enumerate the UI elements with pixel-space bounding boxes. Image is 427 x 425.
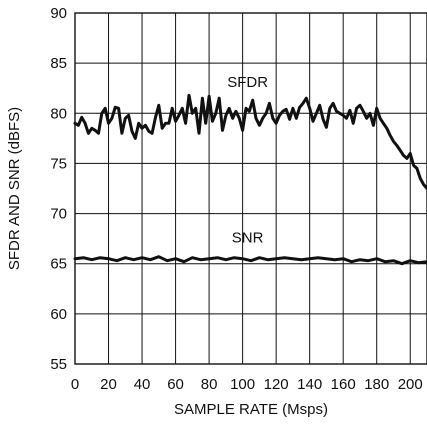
y-tick-label: 80 bbox=[50, 105, 67, 122]
x-tick-labels: 0 20 40 60 80 100 120 140 160 180 200 bbox=[71, 376, 423, 393]
series-label-sfdr: SFDR bbox=[227, 74, 268, 91]
y-tick-label: 55 bbox=[50, 356, 67, 373]
y-tick-label: 75 bbox=[50, 155, 67, 172]
y-tick-label: 90 bbox=[50, 5, 67, 22]
x-tick-label: 40 bbox=[134, 376, 151, 393]
y-tick-label: 60 bbox=[50, 306, 67, 323]
series-line-snr bbox=[73, 255, 427, 266]
x-tick-label: 0 bbox=[71, 376, 79, 393]
x-tick-label: 180 bbox=[364, 376, 389, 393]
series-group bbox=[73, 93, 427, 266]
x-tick-label: 200 bbox=[398, 376, 423, 393]
x-tick-label: 160 bbox=[331, 376, 356, 393]
x-axis-title: SAMPLE RATE (Msps) bbox=[174, 401, 328, 418]
x-tick-label: 120 bbox=[264, 376, 289, 393]
x-tick-label: 20 bbox=[100, 376, 117, 393]
x-tick-label: 100 bbox=[230, 376, 255, 393]
y-axis-title: SFDR AND SNR (dBFS) bbox=[6, 107, 23, 270]
series-annotations: SFDR SNR bbox=[227, 74, 268, 246]
y-tick-label: 65 bbox=[50, 256, 67, 273]
x-tick-label: 60 bbox=[167, 376, 184, 393]
y-tick-label: 85 bbox=[50, 55, 67, 72]
x-tick-label: 140 bbox=[297, 376, 322, 393]
series-line-sfdr bbox=[73, 93, 427, 190]
series-label-snr: SNR bbox=[232, 230, 264, 247]
grid bbox=[75, 13, 427, 364]
plot-frame bbox=[74, 12, 427, 365]
y-tick-labels: 55 60 65 70 75 80 85 90 bbox=[50, 5, 67, 373]
y-tick-label: 70 bbox=[50, 206, 67, 223]
x-tick-label: 80 bbox=[201, 376, 218, 393]
